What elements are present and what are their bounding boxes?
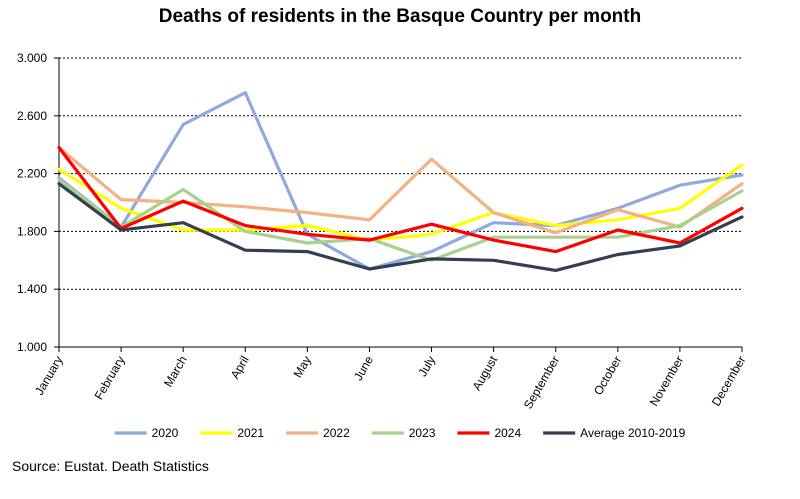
- x-tick-labels: January February March April May June July Augu…: [32, 353, 748, 411]
- x-tick-label: April: [228, 354, 252, 382]
- legend-label: 2021: [237, 426, 264, 440]
- x-tick-label: October: [591, 353, 624, 397]
- chart-title: Deaths of residents in the Basque Countr…: [158, 6, 642, 27]
- grid-lines: [59, 57, 742, 290]
- y-tick-labels: 1.000 1.400 1.800 2.200 2.600 3.000: [17, 51, 47, 354]
- series-lines: [57, 91, 744, 272]
- series-line-2022: [57, 146, 744, 235]
- y-tick-label: 2.200: [17, 167, 47, 181]
- x-tick-label: December: [709, 354, 749, 409]
- legend-label: Average 2010-2019: [580, 426, 686, 440]
- series-line-2021: [57, 163, 744, 242]
- x-tick-label: November: [647, 354, 687, 409]
- series-line-2020: [57, 91, 744, 271]
- y-tick-label: 1.000: [17, 340, 47, 354]
- x-tick-label: May: [291, 354, 314, 381]
- legend-label: 2022: [323, 426, 350, 440]
- y-tick-label: 2.600: [17, 109, 47, 123]
- x-tick-label: August: [469, 353, 500, 393]
- legend-label: 2023: [409, 426, 436, 440]
- series-line-average-2010-2019: [57, 182, 744, 272]
- source-note: Source: Eustat. Death Statistics: [12, 458, 209, 474]
- x-tick-label: June: [351, 353, 376, 383]
- x-tick-label: September: [521, 354, 562, 412]
- legend-label: 2020: [152, 426, 179, 440]
- y-tick-label: 1.400: [17, 282, 47, 296]
- x-tick-label: July: [415, 354, 438, 379]
- x-tick-label: January: [32, 354, 65, 398]
- x-tick-label: February: [92, 354, 128, 403]
- y-tick-label: 1.800: [17, 224, 47, 238]
- series-line-2024: [57, 146, 744, 254]
- y-tick-label: 3.000: [17, 51, 47, 65]
- series-line-2023: [57, 177, 744, 262]
- legend: 2020 2021 2022 2023 2024 Average 2010-2019: [114, 426, 686, 440]
- x-tick-label: March: [161, 354, 190, 390]
- legend-label: 2024: [494, 426, 521, 440]
- axes: [54, 57, 743, 352]
